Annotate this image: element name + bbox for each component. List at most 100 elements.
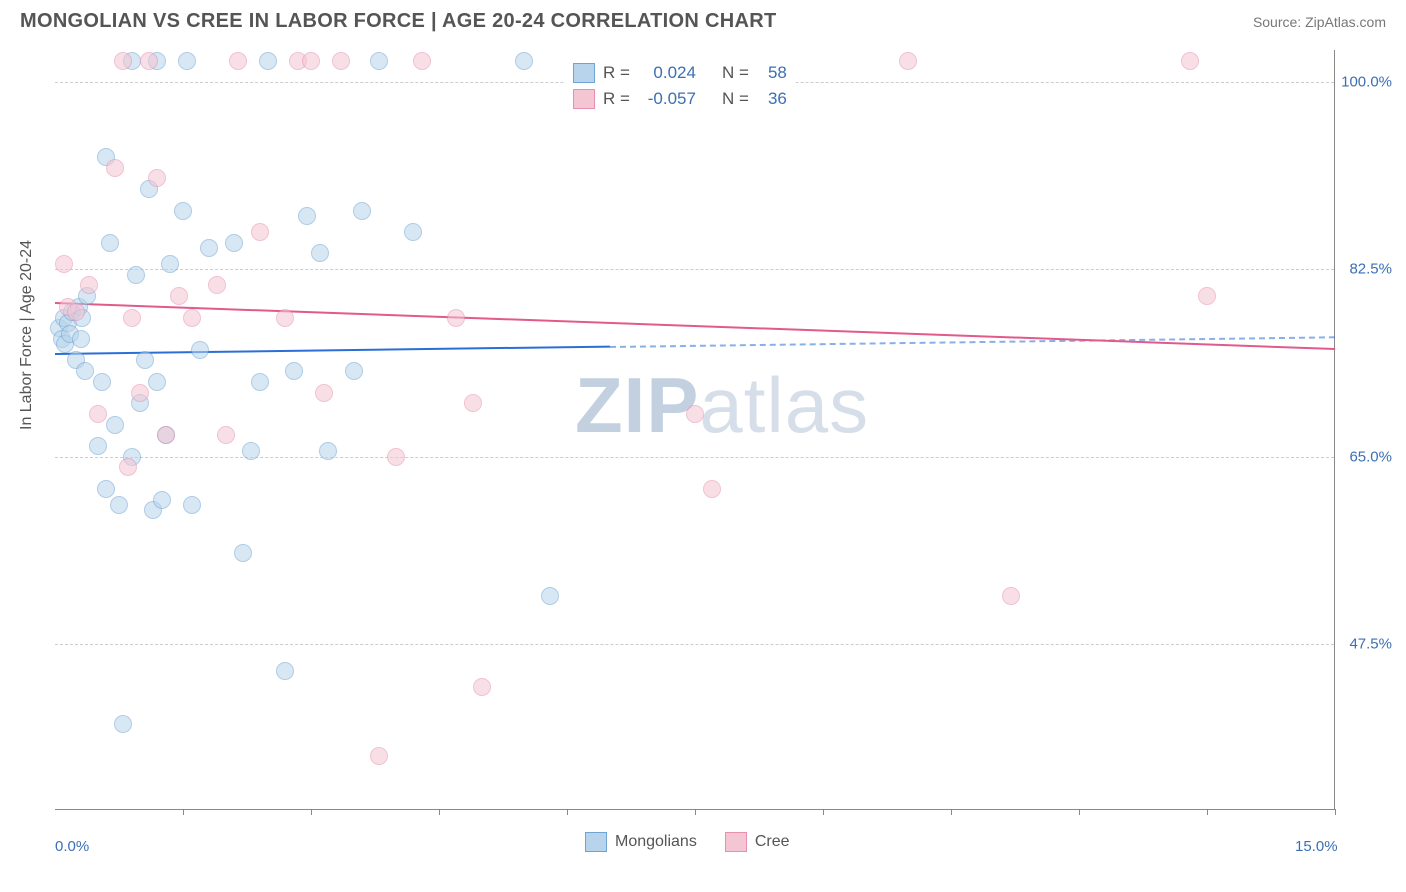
- data-point: [200, 239, 218, 257]
- watermark-prefix: ZIP: [575, 361, 699, 449]
- data-point: [899, 52, 917, 70]
- r-value: -0.057: [638, 89, 696, 109]
- data-point: [242, 442, 260, 460]
- data-point: [136, 351, 154, 369]
- x-tick: [1079, 809, 1080, 815]
- data-point: [686, 405, 704, 423]
- x-tick: [823, 809, 824, 815]
- y-tick-label: 82.5%: [1349, 261, 1392, 278]
- data-point: [298, 207, 316, 225]
- data-point: [404, 223, 422, 241]
- data-point: [251, 373, 269, 391]
- data-point: [1002, 587, 1020, 605]
- data-point: [183, 309, 201, 327]
- data-point: [1181, 52, 1199, 70]
- legend-swatch: [573, 63, 595, 83]
- data-point: [473, 678, 491, 696]
- data-point: [114, 715, 132, 733]
- data-point: [259, 52, 277, 70]
- data-point: [370, 747, 388, 765]
- n-value: 36: [757, 89, 787, 109]
- data-point: [161, 255, 179, 273]
- data-point: [123, 309, 141, 327]
- legend-item: Cree: [725, 832, 790, 852]
- data-point: [413, 52, 431, 70]
- legend-label: Mongolians: [615, 833, 697, 851]
- data-point: [127, 266, 145, 284]
- data-point: [106, 416, 124, 434]
- data-point: [1198, 287, 1216, 305]
- data-point: [114, 52, 132, 70]
- data-point: [541, 587, 559, 605]
- x-axis-label: 0.0%: [55, 838, 89, 855]
- data-point: [217, 426, 235, 444]
- data-point: [55, 255, 73, 273]
- data-point: [229, 52, 247, 70]
- data-point: [332, 52, 350, 70]
- x-tick: [1207, 809, 1208, 815]
- gridline: [55, 269, 1334, 270]
- data-point: [285, 362, 303, 380]
- data-point: [106, 159, 124, 177]
- correlation-row: R = -0.057 N = 36: [573, 86, 787, 112]
- series-legend: Mongolians Cree: [585, 832, 790, 852]
- data-point: [208, 276, 226, 294]
- n-label: N =: [722, 63, 749, 83]
- data-point: [319, 442, 337, 460]
- data-point: [234, 544, 252, 562]
- data-point: [89, 405, 107, 423]
- legend-swatch: [725, 832, 747, 852]
- data-point: [251, 223, 269, 241]
- data-point: [345, 362, 363, 380]
- data-point: [387, 448, 405, 466]
- data-point: [76, 362, 94, 380]
- r-label: R =: [603, 89, 630, 109]
- data-point: [370, 52, 388, 70]
- data-point: [225, 234, 243, 252]
- n-label: N =: [722, 89, 749, 109]
- data-point: [276, 309, 294, 327]
- data-point: [93, 373, 111, 391]
- data-point: [89, 437, 107, 455]
- data-point: [148, 373, 166, 391]
- data-point: [447, 309, 465, 327]
- y-tick-label: 47.5%: [1349, 636, 1392, 653]
- x-tick: [1335, 809, 1336, 815]
- x-tick: [951, 809, 952, 815]
- data-point: [315, 384, 333, 402]
- trend-line: [55, 302, 1335, 350]
- x-tick: [695, 809, 696, 815]
- legend-swatch: [573, 89, 595, 109]
- data-point: [101, 234, 119, 252]
- chart-title: MONGOLIAN VS CREE IN LABOR FORCE | AGE 2…: [20, 10, 776, 33]
- n-value: 58: [757, 63, 787, 83]
- data-point: [183, 496, 201, 514]
- gridline: [55, 644, 1334, 645]
- x-tick: [311, 809, 312, 815]
- scatter-chart: ZIPatlas 47.5%65.0%82.5%100.0%R =0.024N …: [55, 50, 1335, 810]
- data-point: [131, 384, 149, 402]
- source-label: Source: ZipAtlas.com: [1253, 14, 1386, 30]
- correlation-legend: R = 0.024 N = 58 R = -0.057 N = 36: [565, 56, 795, 116]
- watermark-suffix: atlas: [699, 361, 869, 449]
- data-point: [67, 303, 85, 321]
- data-point: [515, 52, 533, 70]
- watermark: ZIPatlas: [575, 360, 869, 451]
- r-value: 0.024: [638, 63, 696, 83]
- data-point: [178, 52, 196, 70]
- x-axis-label: 15.0%: [1295, 838, 1338, 855]
- y-axis-title: In Labor Force | Age 20-24: [18, 240, 36, 430]
- data-point: [97, 480, 115, 498]
- data-point: [153, 491, 171, 509]
- x-tick: [567, 809, 568, 815]
- y-tick-label: 100.0%: [1341, 74, 1392, 91]
- data-point: [464, 394, 482, 412]
- data-point: [174, 202, 192, 220]
- y-tick-label: 65.0%: [1349, 448, 1392, 465]
- data-point: [703, 480, 721, 498]
- data-point: [72, 330, 90, 348]
- legend-label: Cree: [755, 833, 790, 851]
- data-point: [157, 426, 175, 444]
- data-point: [170, 287, 188, 305]
- legend-swatch: [585, 832, 607, 852]
